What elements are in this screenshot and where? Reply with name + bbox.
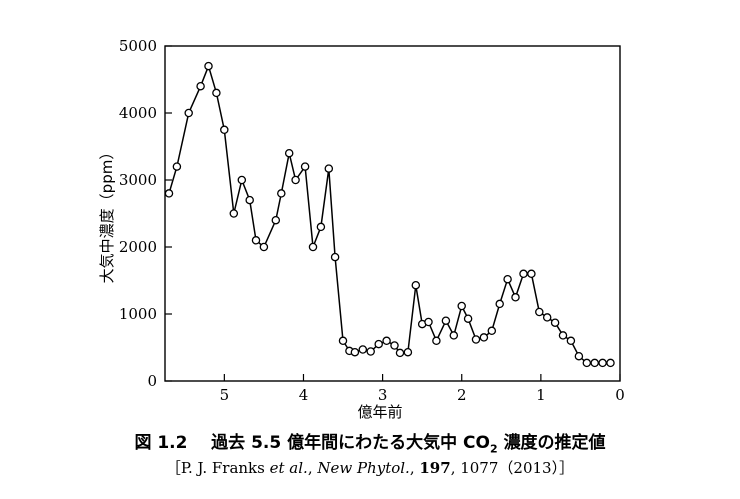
data-point — [172, 162, 182, 171]
data-point — [338, 336, 348, 346]
citation-separator: , — [307, 459, 318, 477]
data-point — [277, 189, 286, 198]
data-point — [403, 347, 413, 357]
data-point — [535, 307, 544, 317]
co2-data-points — [164, 61, 615, 368]
data-point — [574, 351, 584, 361]
data-point — [164, 189, 174, 198]
data-point — [196, 81, 205, 91]
data-point — [350, 347, 360, 357]
data-point — [259, 242, 269, 252]
data-point — [366, 347, 375, 356]
data-point — [382, 336, 391, 346]
data-point — [449, 331, 459, 340]
data-point — [291, 175, 300, 185]
data-point — [271, 215, 281, 225]
plot-frame — [164, 45, 621, 382]
citation-etal: et al. — [269, 459, 308, 477]
data-point — [204, 61, 213, 71]
data-point — [324, 164, 334, 173]
data-point — [511, 293, 520, 302]
data-point — [284, 148, 294, 158]
figure-title: 過去 5.5 億年間にわたる大気中 CO — [211, 433, 490, 453]
x-tick-label: 1 — [536, 386, 546, 404]
data-point — [424, 317, 433, 327]
data-point — [495, 299, 504, 309]
source-citation: ［P. J. Franks et al., New Phytol., 197, … — [0, 457, 740, 478]
data-point — [550, 318, 560, 327]
data-point — [212, 88, 221, 98]
data-point — [457, 301, 466, 311]
data-point — [590, 358, 599, 368]
data-point — [432, 336, 441, 346]
data-point — [519, 269, 528, 279]
data-point — [358, 345, 368, 354]
data-point — [251, 236, 261, 245]
data-point — [220, 125, 229, 135]
data-point — [487, 326, 497, 336]
data-point — [229, 209, 239, 218]
x-axis-title: 億年前 — [357, 403, 402, 421]
figure-caption: 図 1.2 過去 5.5 億年間にわたる大気中 CO2 濃度の推定値 — [0, 428, 740, 455]
data-point — [308, 242, 318, 252]
data-point — [527, 269, 536, 279]
citation-pages-year: , 1077（2013）］ — [450, 459, 575, 477]
citation-separator: , — [409, 459, 420, 477]
y-tick-label: 5000 — [119, 37, 157, 55]
figure-title-end: 濃度の推定値 — [503, 433, 606, 453]
x-tick-label: 2 — [457, 386, 467, 404]
y-tick-label: 1000 — [119, 305, 157, 323]
figure-title-subscript: 2 — [489, 442, 498, 456]
co2-chart: 0 1000 2000 3000 4000 5000 5 4 3 2 1 0 億年前 大気中濃度（p… — [98, 37, 625, 421]
y-axis-ticks: 0 1000 2000 3000 4000 5000 — [119, 37, 172, 390]
figure-label: 図 1.2 — [134, 433, 188, 453]
citation-journal: New Phytol. — [317, 459, 410, 477]
y-tick-label: 0 — [147, 372, 157, 390]
data-point — [479, 333, 489, 342]
data-point — [471, 335, 481, 344]
y-tick-label: 4000 — [119, 104, 157, 122]
data-point — [441, 316, 451, 325]
y-axis-title: 大気中濃度（ppm） — [98, 145, 116, 284]
data-point — [245, 195, 254, 205]
citation-authors: ［P. J. Franks — [165, 459, 270, 477]
y-tick-label: 2000 — [119, 238, 157, 256]
data-point — [503, 274, 512, 284]
data-point — [542, 313, 552, 322]
y-tick-label: 3000 — [119, 171, 157, 189]
data-point — [598, 358, 607, 368]
data-point — [330, 252, 340, 262]
data-point — [316, 222, 326, 232]
data-point — [395, 348, 405, 358]
citation-volume: 197 — [419, 459, 451, 477]
x-tick-label: 5 — [220, 386, 230, 404]
data-point — [237, 175, 247, 185]
data-point — [606, 358, 615, 368]
x-tick-label: 3 — [378, 386, 388, 404]
data-point — [390, 341, 399, 350]
data-point — [463, 314, 473, 323]
data-point — [184, 108, 193, 118]
x-axis-ticks: 5 4 3 2 1 0 — [220, 374, 625, 404]
data-point — [300, 162, 310, 171]
data-point — [558, 331, 568, 340]
data-point — [374, 339, 383, 349]
data-point — [411, 280, 421, 290]
x-tick-label: 4 — [299, 386, 309, 404]
x-tick-label: 0 — [615, 386, 625, 404]
data-point — [566, 336, 576, 346]
data-point — [582, 358, 592, 368]
